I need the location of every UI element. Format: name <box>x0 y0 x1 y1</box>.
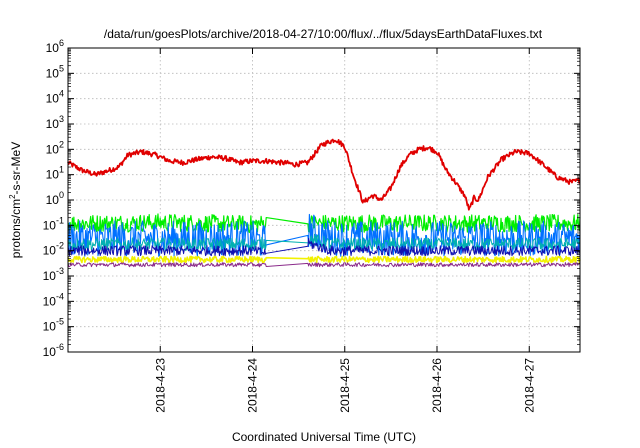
x-tick-label: 2018-4-26 <box>430 358 444 413</box>
y-tick-base: 10 <box>43 320 57 334</box>
y-tick-label: 104 <box>46 89 64 106</box>
y-tick-exp: -3 <box>56 266 64 276</box>
y-tick-label: 10-3 <box>43 266 64 283</box>
y-tick-exp: 0 <box>59 190 64 200</box>
y-tick-base: 10 <box>46 66 60 80</box>
series-line-3 <box>67 233 581 252</box>
y-tick-base: 10 <box>46 41 60 55</box>
y-tick-base: 10 <box>46 168 60 182</box>
y-tick-exp: 2 <box>59 139 64 149</box>
y-tick-exp: -2 <box>56 241 64 251</box>
series-line-5 <box>67 255 581 264</box>
grid <box>68 48 580 352</box>
y-tick-base: 10 <box>43 345 57 359</box>
y-tick-exp: -5 <box>56 317 64 327</box>
series-line-6 <box>67 262 581 268</box>
y-tick-exp: 3 <box>59 114 64 124</box>
y-tick-base: 10 <box>43 218 57 232</box>
x-tick-label: 2018-4-24 <box>246 358 260 413</box>
y-tick-label: 10-4 <box>43 291 64 308</box>
y-tick-base: 10 <box>46 92 60 106</box>
y-tick-label: 105 <box>46 63 64 80</box>
y-tick-label: 10-2 <box>43 241 64 258</box>
y-tick-base: 10 <box>43 244 57 258</box>
y-tick-label: 10-5 <box>43 317 64 334</box>
chart-title: /data/run/goesPlots/archive/2018-04-27/1… <box>104 27 543 41</box>
x-tick-label: 2018-4-25 <box>338 358 352 413</box>
y-tick-label: 10-6 <box>43 342 64 359</box>
series-line-0 <box>67 138 581 211</box>
data-series <box>67 138 581 268</box>
y-tick-exp: -6 <box>56 342 64 352</box>
series-line-1 <box>67 213 581 234</box>
series-line-4 <box>67 237 581 257</box>
y-tick-base: 10 <box>46 117 60 131</box>
y-tick-exp: -4 <box>56 291 64 301</box>
y-tick-exp: 4 <box>59 89 64 99</box>
y-tick-label: 102 <box>46 139 64 156</box>
x-tick-label: 2018-4-27 <box>522 358 536 413</box>
y-tick-base: 10 <box>43 269 57 283</box>
y-tick-exp: 6 <box>59 38 64 48</box>
x-axis: 2018-4-23 2018-4-24 2018-4-25 2018-4-26 2018… <box>153 48 536 413</box>
y-tick-base: 10 <box>43 294 57 308</box>
y-tick-label: 10-1 <box>43 215 64 232</box>
y-axis: 10-610-510-410-310-210-11001011021031041… <box>43 38 580 359</box>
y-tick-label: 100 <box>46 190 64 207</box>
x-tick-label: 2018-4-23 <box>153 358 167 413</box>
y-tick-exp: 5 <box>59 63 64 73</box>
y-tick-exp: 1 <box>59 165 64 175</box>
y-tick-label: 103 <box>46 114 64 131</box>
y-axis-label: protons/cm2-s-sr-MeV <box>8 142 23 258</box>
y-axis-label-sup: 2 <box>8 194 17 199</box>
y-tick-label: 101 <box>46 165 64 182</box>
x-axis-label: Coordinated Universal Time (UTC) <box>232 430 416 444</box>
y-axis-label-post: -s-sr-MeV <box>9 142 23 195</box>
y-tick-label: 106 <box>46 38 64 55</box>
y-tick-exp: -1 <box>56 215 64 225</box>
y-axis-label-pre: protons/cm <box>9 199 23 258</box>
y-tick-base: 10 <box>46 142 60 156</box>
y-tick-base: 10 <box>46 193 60 207</box>
